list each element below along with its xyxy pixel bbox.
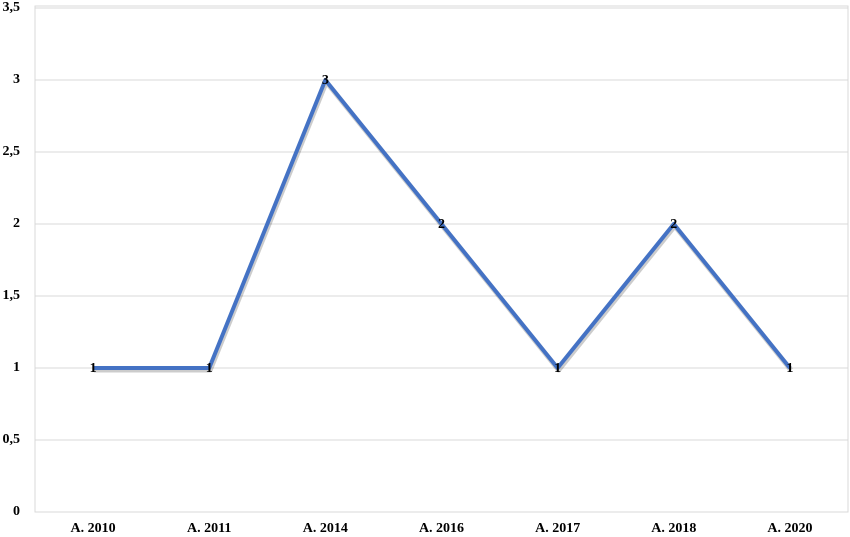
- y-tick-label: 3: [13, 72, 20, 87]
- y-tick-label: 0,5: [3, 432, 21, 447]
- data-label: 1: [786, 361, 793, 376]
- line: [93, 78, 792, 370]
- data-label: 1: [554, 361, 561, 376]
- x-tick-label: A. 2011: [187, 521, 231, 536]
- x-tick-label: A. 2010: [71, 521, 116, 536]
- data-label: 2: [438, 217, 445, 232]
- x-tick-label: A. 2017: [535, 521, 580, 536]
- x-tick-label: A. 2020: [767, 521, 812, 536]
- data-label: 3: [322, 73, 329, 88]
- x-tick-label: A. 2018: [651, 521, 696, 536]
- data-label: 1: [206, 361, 213, 376]
- y-tick-label: 0: [13, 504, 20, 519]
- y-tick-label: 3,5: [3, 0, 21, 15]
- x-tick-label: A. 2016: [419, 521, 464, 536]
- y-tick-label: 1,5: [3, 288, 21, 303]
- data-label: 2: [670, 217, 677, 232]
- y-tick-label: 2: [13, 216, 20, 231]
- data-label: 1: [90, 361, 97, 376]
- y-tick-label: 1: [13, 360, 20, 375]
- y-tick-label: 2,5: [3, 144, 21, 159]
- plot-border: [34, 5, 849, 513]
- x-tick-label: A. 2014: [303, 521, 348, 536]
